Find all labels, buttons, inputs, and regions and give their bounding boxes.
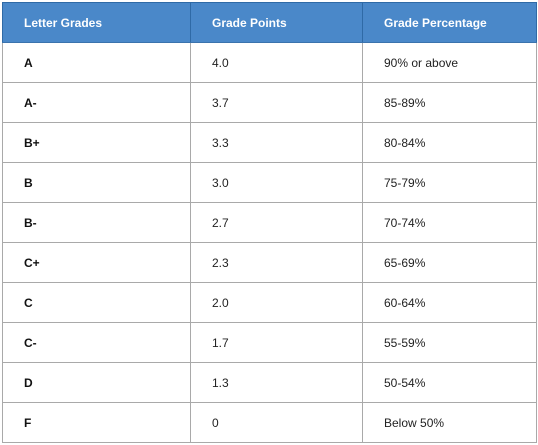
header-grade-points: Grade Points bbox=[190, 2, 363, 43]
grade-percentage-cell: 70-74% bbox=[362, 202, 537, 243]
letter-grade-cell: C+ bbox=[2, 242, 191, 283]
letter-grade-cell: C bbox=[2, 282, 191, 323]
letter-grade-cell: D bbox=[2, 362, 191, 403]
grade-points-cell: 2.0 bbox=[190, 282, 363, 323]
grade-points-cell: 2.3 bbox=[190, 242, 363, 283]
table-row: A 4.0 90% or above bbox=[2, 42, 537, 83]
grade-percentage-cell: 50-54% bbox=[362, 362, 537, 403]
table-row: D 1.3 50-54% bbox=[2, 362, 537, 403]
header-grade-percentage: Grade Percentage bbox=[362, 2, 537, 43]
table-row: B+ 3.3 80-84% bbox=[2, 122, 537, 163]
header-row: Letter Grades Grade Points Grade Percent… bbox=[2, 2, 537, 43]
grade-points-cell: 3.7 bbox=[190, 82, 363, 123]
grade-points-cell: 3.0 bbox=[190, 162, 363, 203]
grade-points-cell: 1.7 bbox=[190, 322, 363, 363]
grade-percentage-cell: 65-69% bbox=[362, 242, 537, 283]
table-row: F 0 Below 50% bbox=[2, 402, 537, 443]
letter-grade-cell: A- bbox=[2, 82, 191, 123]
table-row: C 2.0 60-64% bbox=[2, 282, 537, 323]
grade-points-cell: 4.0 bbox=[190, 42, 363, 83]
grade-percentage-cell: 80-84% bbox=[362, 122, 537, 163]
letter-grade-cell: C- bbox=[2, 322, 191, 363]
grade-points-cell: 3.3 bbox=[190, 122, 363, 163]
table-header: Letter Grades Grade Points Grade Percent… bbox=[2, 2, 537, 43]
letter-grade-cell: F bbox=[2, 402, 191, 443]
grade-points-cell: 2.7 bbox=[190, 202, 363, 243]
grade-percentage-cell: 85-89% bbox=[362, 82, 537, 123]
grade-percentage-cell: 60-64% bbox=[362, 282, 537, 323]
table-row: B 3.0 75-79% bbox=[2, 162, 537, 203]
header-letter-grades: Letter Grades bbox=[2, 2, 191, 43]
grade-points-cell: 1.3 bbox=[190, 362, 363, 403]
letter-grade-cell: B- bbox=[2, 202, 191, 243]
letter-grade-cell: A bbox=[2, 42, 191, 83]
grade-percentage-cell: 90% or above bbox=[362, 42, 537, 83]
grade-percentage-cell: 55-59% bbox=[362, 322, 537, 363]
table-row: B- 2.7 70-74% bbox=[2, 202, 537, 243]
table-row: C- 1.7 55-59% bbox=[2, 322, 537, 363]
grade-percentage-cell: 75-79% bbox=[362, 162, 537, 203]
grade-percentage-cell: Below 50% bbox=[362, 402, 537, 443]
letter-grade-cell: B+ bbox=[2, 122, 191, 163]
table-row: C+ 2.3 65-69% bbox=[2, 242, 537, 283]
table-body: A 4.0 90% or above A- 3.7 85-89% B+ 3.3 … bbox=[2, 42, 537, 443]
table-row: A- 3.7 85-89% bbox=[2, 82, 537, 123]
letter-grade-cell: B bbox=[2, 162, 191, 203]
grade-points-cell: 0 bbox=[190, 402, 363, 443]
